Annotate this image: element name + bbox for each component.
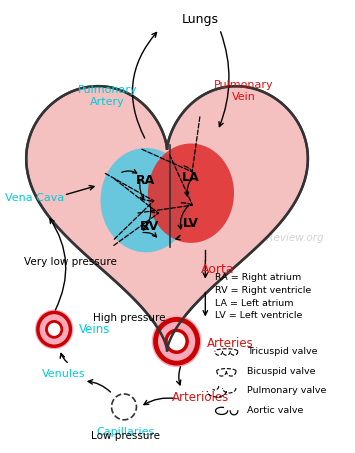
Circle shape — [152, 315, 202, 367]
Text: High pressure: High pressure — [93, 313, 165, 323]
Text: Aortic valve: Aortic valve — [247, 406, 304, 415]
Text: LA = Left atrium: LA = Left atrium — [215, 299, 293, 308]
Text: Lungs: Lungs — [182, 13, 219, 26]
Text: Venules: Venules — [42, 369, 86, 379]
Circle shape — [111, 394, 136, 420]
Ellipse shape — [100, 148, 191, 252]
FancyArrowPatch shape — [137, 154, 192, 213]
Circle shape — [38, 313, 70, 346]
Text: Bicuspid valve: Bicuspid valve — [247, 366, 316, 376]
Text: Capillaries: Capillaries — [97, 427, 155, 437]
Circle shape — [166, 330, 187, 352]
Text: RV: RV — [140, 221, 159, 233]
Text: Low pressure: Low pressure — [91, 431, 160, 441]
FancyArrowPatch shape — [142, 117, 200, 172]
Text: RA = Right atrium: RA = Right atrium — [215, 273, 301, 282]
Text: Pulmonary
Vein: Pulmonary Vein — [214, 80, 273, 102]
Text: Tricuspid valve: Tricuspid valve — [247, 347, 318, 356]
Circle shape — [155, 319, 198, 363]
Text: MCAT-Review.org: MCAT-Review.org — [236, 233, 324, 243]
FancyArrowPatch shape — [105, 173, 154, 240]
Text: LV: LV — [183, 217, 199, 230]
Circle shape — [47, 322, 62, 337]
FancyArrowPatch shape — [114, 179, 158, 246]
Text: Very low pressure: Very low pressure — [23, 257, 116, 267]
Text: Arteries: Arteries — [207, 337, 254, 350]
Text: RV = Right ventricle: RV = Right ventricle — [215, 285, 311, 294]
Text: Vena Cava: Vena Cava — [5, 193, 65, 203]
Text: Veins: Veins — [79, 323, 110, 336]
Polygon shape — [26, 86, 308, 351]
Text: LV = Left ventricle: LV = Left ventricle — [215, 311, 302, 320]
Text: LA: LA — [182, 171, 200, 184]
Text: Aorta: Aorta — [201, 263, 235, 276]
Text: Pulmonary
Artery: Pulmonary Artery — [78, 85, 137, 107]
Text: Pulmonary valve: Pulmonary valve — [247, 386, 327, 395]
Ellipse shape — [148, 144, 234, 243]
Text: RA: RA — [136, 174, 155, 187]
Text: Arterioles: Arterioles — [172, 391, 229, 404]
Circle shape — [35, 309, 73, 349]
